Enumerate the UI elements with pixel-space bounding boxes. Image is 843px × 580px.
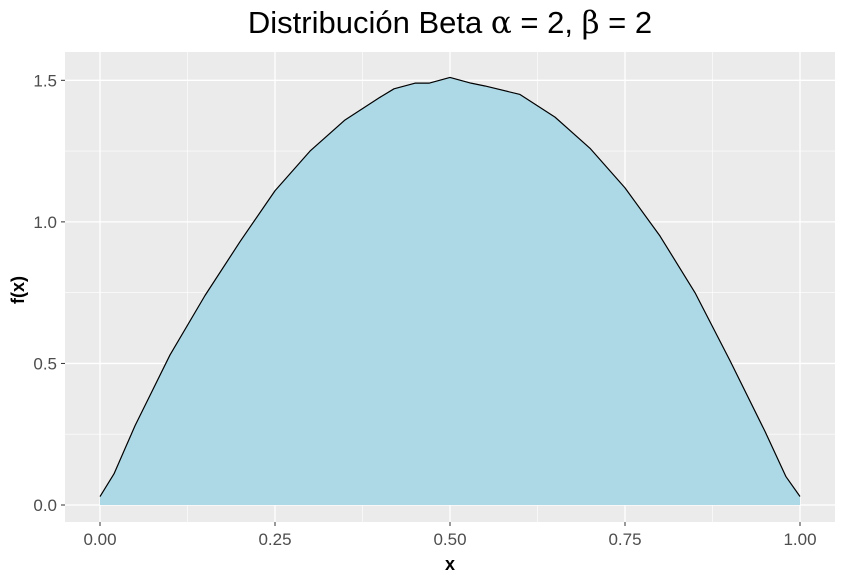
- y-tick-label: 1.5: [33, 71, 57, 90]
- x-tick-label: 0.75: [608, 530, 641, 549]
- density-line: [99, 76, 801, 497]
- x-tick-label: 1.00: [783, 530, 816, 549]
- chart-title-beta-value: = 2: [600, 5, 653, 40]
- chart-title-beta: β: [582, 5, 600, 41]
- chart-title: Distribución Beta α = 2, β = 2: [248, 5, 652, 41]
- y-tick-label: 0.0: [33, 496, 57, 515]
- chart-title-alpha: α: [491, 5, 512, 41]
- density-area: [100, 77, 800, 506]
- x-tick-label: 0.25: [258, 530, 291, 549]
- y-axis-ticks: 0.0 0.5 1.0 1.5: [33, 71, 65, 515]
- y-tick-label: 1.0: [33, 213, 57, 232]
- chart-title-text: Distribución Beta: [248, 5, 491, 40]
- y-axis-title: f(x): [8, 276, 28, 304]
- chart-title-alpha-value: = 2,: [512, 5, 582, 40]
- x-tick-label: 0.50: [433, 530, 466, 549]
- x-axis-title: x: [445, 554, 455, 574]
- x-tick-label: 0.00: [83, 530, 116, 549]
- x-axis-ticks: 0.00 0.25 0.50 0.75 1.00: [83, 522, 817, 549]
- y-tick-label: 0.5: [33, 354, 57, 373]
